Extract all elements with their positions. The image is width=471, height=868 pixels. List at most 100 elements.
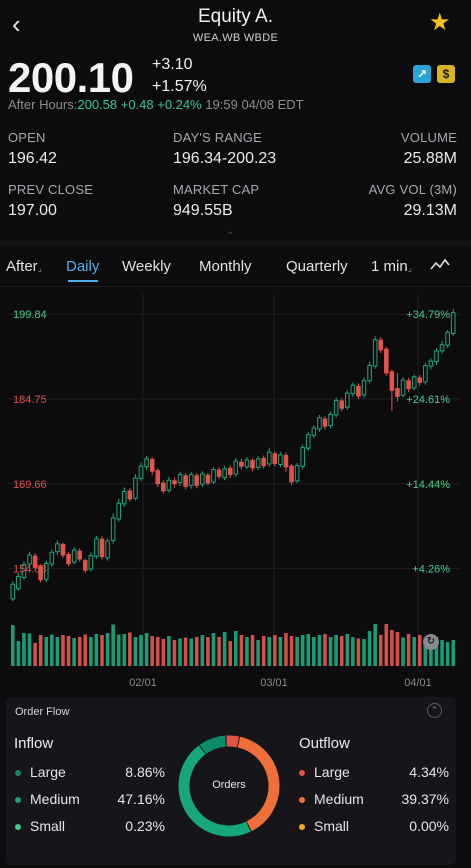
price-chart[interactable]: 199.84 184.75 169.66 154.58 +34.79% +24.61% +1…	[0, 290, 471, 690]
candle-body	[60, 543, 66, 556]
volume-bar	[194, 637, 199, 666]
volume-bar	[105, 633, 110, 666]
candle-body	[272, 453, 278, 464]
dropdown-corner-icon: ⌟	[37, 263, 42, 273]
volume-bar	[312, 637, 316, 666]
tab-weekly[interactable]: Weekly	[122, 258, 171, 275]
candle-body	[200, 473, 205, 485]
volume-bar	[11, 625, 15, 666]
stat-value: 196.42	[8, 150, 57, 167]
legend-dot	[299, 770, 305, 776]
candle-body	[350, 384, 356, 395]
volume-bar	[38, 635, 43, 666]
donut-segment-inflow-medium	[178, 745, 251, 837]
tab-daily[interactable]: Daily	[66, 258, 100, 275]
volume-bar	[50, 634, 54, 666]
candle-body	[255, 458, 261, 468]
volume-bar	[183, 637, 188, 666]
stat-value: 196.34-200.23	[173, 150, 277, 167]
stat-label: DAY'S RANGE	[173, 130, 262, 145]
indicator-settings-icon[interactable]: ↻	[423, 634, 439, 650]
donut-segment-inflow-large	[199, 735, 226, 755]
orders-donut[interactable]: Orders	[174, 731, 284, 841]
inflow-label: Medium	[30, 791, 80, 807]
volume-bar	[373, 624, 377, 666]
candle-body	[439, 344, 445, 352]
line-chart-glyph	[430, 258, 450, 270]
candle-body	[116, 502, 121, 520]
candle-body	[55, 543, 60, 553]
volume-bar	[55, 637, 60, 666]
tab-after-label: After	[6, 258, 38, 275]
after-hours-line: After Hours:200.58 +0.48 +0.24% 19:59 04…	[8, 97, 304, 112]
candle-body	[289, 465, 294, 483]
stat-label: MARKET CAP	[173, 182, 260, 197]
volume-bar	[434, 637, 439, 666]
candle-body	[211, 469, 216, 483]
inflow-row-small: Small 0.23%	[15, 818, 165, 838]
candle-body	[138, 465, 144, 480]
volume-bar	[384, 624, 389, 666]
candle-body	[21, 564, 27, 579]
candle-body	[122, 490, 127, 505]
chevron-left-icon[interactable]: ‹	[12, 9, 21, 39]
volume-bar	[239, 635, 244, 666]
candle-body	[10, 583, 16, 600]
stat-volume: VOLUME 25.88M	[401, 130, 457, 168]
candle-body	[361, 380, 367, 396]
line-chart-icon[interactable]	[430, 256, 450, 278]
candle-body	[49, 551, 55, 565]
volume-bar	[22, 633, 26, 666]
y-axis-label: 199.84	[13, 309, 47, 321]
star-icon[interactable]: ★	[429, 9, 451, 36]
inflow-row-large: Large 8.86%	[15, 764, 165, 784]
tab-monthly[interactable]: Monthly	[199, 258, 252, 275]
volume-bar	[206, 637, 210, 666]
volume-bar	[245, 637, 249, 666]
stat-open: OPEN 196.42	[8, 130, 57, 168]
candle-body	[32, 555, 38, 568]
price-change-percent: +1.57%	[152, 78, 207, 95]
tab-1min-label: 1 min	[371, 258, 408, 275]
inflow-label: Large	[30, 764, 66, 780]
ticker-subtitle: WEA.WB WBDE	[192, 32, 279, 44]
x-axis-label: 04/01	[404, 677, 432, 689]
candle-body	[305, 434, 311, 449]
legend-dot	[15, 770, 21, 776]
donut-segment-outflow-medium	[237, 736, 280, 832]
stat-days-range: DAY'S RANGE 196.34-200.23	[173, 130, 276, 168]
candle-body	[300, 447, 305, 467]
tab-1min[interactable]: 1 min⌟	[371, 258, 412, 275]
stat-label: AVG VOL (3M)	[368, 182, 457, 197]
legend-dot	[15, 824, 21, 830]
volume-bar	[395, 632, 400, 666]
volume-bar	[200, 635, 205, 666]
volume-bar	[228, 641, 232, 666]
volume-bar	[27, 633, 32, 666]
chevron-up-icon[interactable]: ⌃	[427, 703, 442, 718]
candle-body	[417, 377, 423, 383]
y-axis-label: 184.75	[13, 394, 47, 406]
volume-bar	[172, 640, 177, 666]
outflow-label: Large	[314, 764, 350, 780]
volume-bar	[16, 641, 21, 666]
tab-after[interactable]: After⌟	[6, 258, 42, 275]
tab-quarterly[interactable]: Quarterly	[286, 258, 348, 275]
dropdown-corner-icon: ⌟	[407, 263, 412, 273]
after-hours-label: After Hours:	[8, 97, 78, 112]
volume-bar	[116, 634, 121, 666]
candle-body	[395, 388, 400, 397]
chart-badge-icon[interactable]: ↗	[413, 65, 431, 83]
stat-value: 29.13M	[403, 202, 457, 219]
candle-body	[133, 477, 138, 499]
inflow-value: 47.16%	[117, 791, 165, 807]
legend-dot	[299, 824, 305, 830]
volume-bar	[306, 634, 311, 666]
dollar-badge-icon[interactable]: $	[437, 65, 455, 83]
expand-stats-icon[interactable]: ⌄	[226, 226, 235, 237]
candle-body	[149, 458, 155, 472]
volume-bar	[94, 634, 99, 666]
candle-body	[16, 575, 21, 590]
volume-bar	[178, 638, 182, 666]
outflow-label: Medium	[314, 791, 364, 807]
